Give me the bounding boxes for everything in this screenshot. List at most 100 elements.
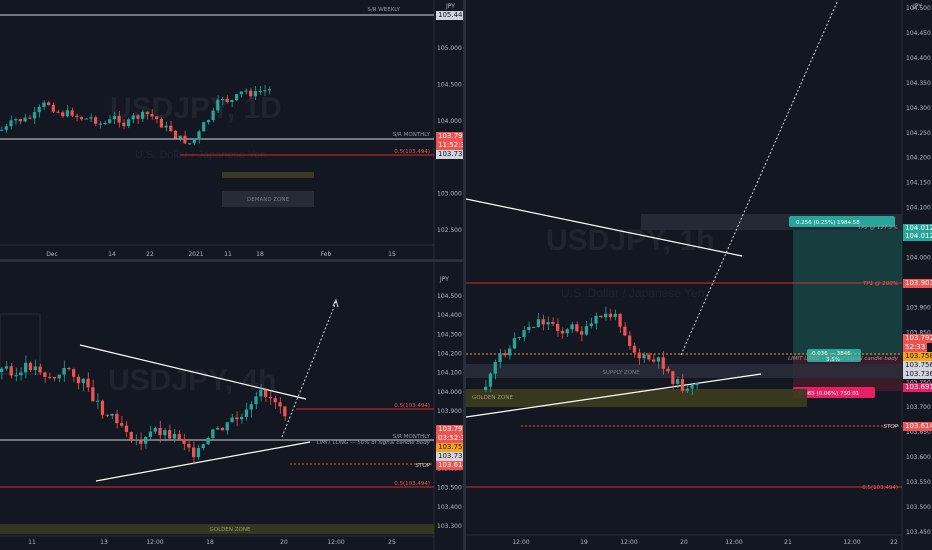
candle-body <box>244 409 249 417</box>
candle-body <box>89 117 93 119</box>
candle-body <box>695 383 699 386</box>
price-tick-label: 103.650 <box>906 429 931 436</box>
time-tick-label: 21 <box>784 539 792 546</box>
price-tick-label: 104.400 <box>437 312 462 319</box>
price-tick-label: 103.750 <box>906 379 931 386</box>
candle-body <box>120 423 124 426</box>
price-tick-label: 104.500 <box>437 293 462 300</box>
candle-body <box>9 120 13 127</box>
projection-arrow[interactable] <box>281 301 337 438</box>
golden-zone-label: GOLDEN ZONE <box>472 395 513 401</box>
time-tick-label: 22 <box>890 539 898 546</box>
projection-line[interactable] <box>680 0 839 356</box>
chart-pane-1h[interactable]: USDJPY, 1h U.S. Dollar / Japanese Yen 0.… <box>466 0 932 550</box>
candle-body <box>112 116 116 120</box>
price-tick-label: 103.300 <box>437 523 462 530</box>
candle-body <box>671 371 675 384</box>
chart-pane-daily[interactable]: USDJPY, 1D U.S. Dollar / Japanese Yen S/… <box>0 0 463 259</box>
position-target-badge[interactable] <box>789 216 895 227</box>
candle-body <box>134 439 138 441</box>
time-tick-label: Dec <box>46 251 58 258</box>
time-tick-label: 12:00 <box>620 539 637 546</box>
candle-body <box>225 422 229 431</box>
candle-body <box>52 377 57 379</box>
candle-body <box>158 428 162 436</box>
triangle-upper-trendline[interactable] <box>79 344 307 400</box>
upper-trendline[interactable] <box>466 198 743 257</box>
candle-body <box>273 398 277 403</box>
limit-long-label: LIMIT LONG — 50% of signal candle body <box>317 440 431 446</box>
candle-body <box>169 125 173 131</box>
candle-body <box>632 345 637 353</box>
candle-body <box>103 122 107 124</box>
candle-body <box>551 322 555 324</box>
chart-pane-4h[interactable]: USDJPY, 4h 0.5(103.494) 0.5(103.494) S/R… <box>0 262 463 550</box>
candle-body <box>159 118 163 128</box>
candle-body <box>278 402 282 407</box>
candle-body <box>211 429 215 438</box>
fib-label-upper: 0.5(103.494) <box>394 403 430 409</box>
candle-body <box>656 357 661 362</box>
candle-body <box>599 315 603 318</box>
candle-body <box>43 372 47 377</box>
candle-body <box>196 447 201 458</box>
candle-body <box>263 90 267 92</box>
position-target-area[interactable] <box>793 230 902 355</box>
candle-body <box>604 313 608 318</box>
price-tick-label: 104.300 <box>906 105 931 112</box>
supply-zone-box[interactable] <box>466 364 902 378</box>
price-tick-label: 103.000 <box>437 191 462 198</box>
candle-body <box>122 122 126 127</box>
candle-body <box>155 116 159 119</box>
time-tick-label: 22 <box>146 251 154 258</box>
position-stop-badge[interactable] <box>793 387 875 398</box>
time-tick-label: 19 <box>580 539 588 546</box>
candle-body <box>666 368 670 372</box>
candle-body <box>676 379 680 384</box>
daily-chart-canvas[interactable]: USDJPY, 1D U.S. Dollar / Japanese Yen S/… <box>0 0 463 259</box>
golden-zone-box[interactable] <box>0 524 434 534</box>
candle-body <box>685 388 689 391</box>
candle-body <box>37 106 41 113</box>
price-label-stop: 103.614 <box>436 461 463 470</box>
candle-body <box>187 443 191 448</box>
supply-zone-label: SUPPLY ZONE <box>602 370 640 376</box>
price-tick-label: 104.200 <box>437 351 462 358</box>
candle-body <box>235 417 239 420</box>
candle-body <box>628 335 632 346</box>
lower-trendline[interactable] <box>466 373 762 418</box>
candle-body <box>19 372 23 376</box>
fib-label: 0.5(103.494) <box>394 149 430 155</box>
price-tick-label: 103.600 <box>906 454 931 461</box>
position-entry-badge[interactable] <box>807 349 861 362</box>
price-tick-label: 104.150 <box>906 180 931 187</box>
time-tick-label: 11 <box>224 251 232 258</box>
candle-body <box>183 135 187 144</box>
pane-divider-vertical[interactable] <box>463 0 466 550</box>
price-label-tp1: 103.903 <box>903 279 932 288</box>
candle-body <box>153 428 157 432</box>
golden-zone-box[interactable] <box>222 172 314 178</box>
4h-chart-canvas[interactable]: USDJPY, 4h 0.5(103.494) 0.5(103.494) S/R… <box>0 262 463 550</box>
candle-body <box>216 99 220 111</box>
pane-divider-horizontal[interactable] <box>0 259 463 262</box>
time-tick-label: 12:00 <box>512 539 529 546</box>
candle-body <box>56 111 60 113</box>
1h-chart-canvas[interactable]: USDJPY, 1h U.S. Dollar / Japanese Yen 0.… <box>466 0 932 550</box>
price-tick-label: 104.000 <box>437 389 462 396</box>
candle-body <box>72 369 76 377</box>
candle-body <box>145 111 149 115</box>
price-label-prev: 103.736 <box>903 370 932 379</box>
candle-body <box>110 413 114 416</box>
price-label-current: 103.792 <box>436 132 463 141</box>
triangle-lower-trendline[interactable] <box>95 441 311 482</box>
position-entry-sub: 3.5% <box>826 357 840 363</box>
left-zone-box[interactable] <box>0 313 41 375</box>
candle-body <box>188 143 192 145</box>
price-tick-label: 104.000 <box>437 118 462 125</box>
candle-body <box>498 353 502 363</box>
candle-body <box>202 122 206 132</box>
candle-body <box>4 366 9 369</box>
demand-zone-box[interactable] <box>222 191 314 207</box>
golden-zone-box[interactable] <box>466 389 807 407</box>
